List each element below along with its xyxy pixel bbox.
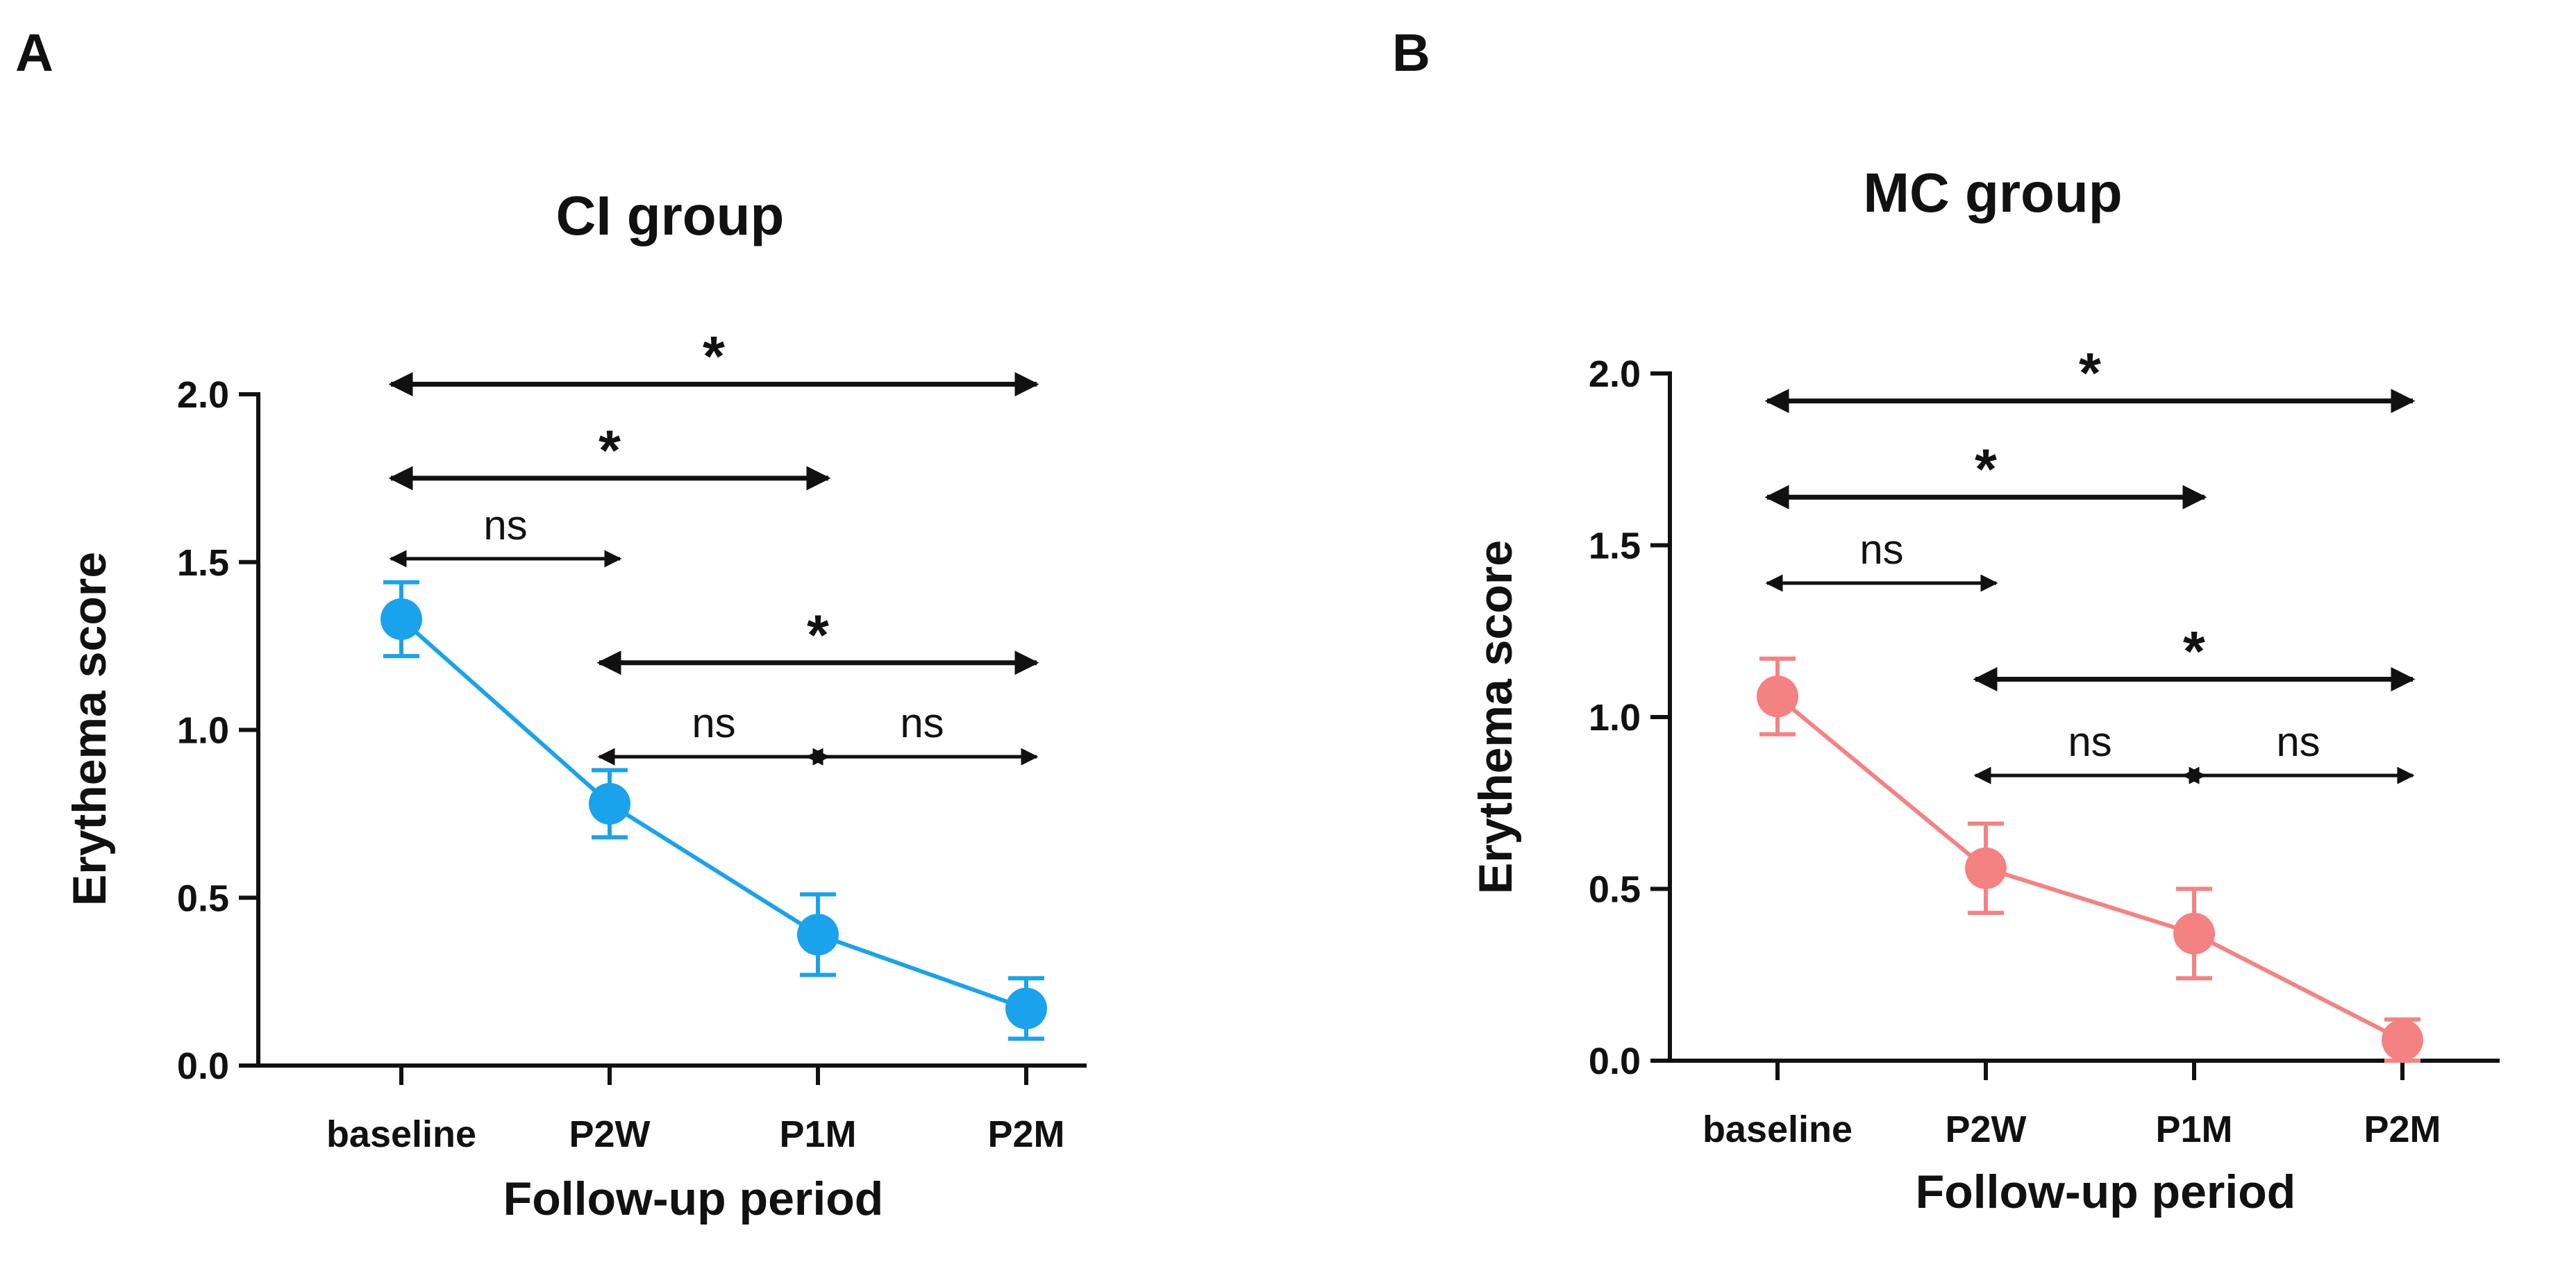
chart-b-svg: B MC group 0.0 0.5 1.0 1.5 2.0 baseline P2W P1M P2… xyxy=(1392,24,2500,1218)
significance-ns: ns xyxy=(900,700,944,746)
y-tick-label: 1.5 xyxy=(177,542,229,584)
x-tick-label: P2W xyxy=(1945,1109,2026,1150)
significance-ns: ns xyxy=(483,502,527,548)
y-tick-label: 1.0 xyxy=(177,710,229,752)
y-tick-label: 2.0 xyxy=(1589,353,1641,395)
x-tick-label: P1M xyxy=(779,1113,856,1155)
chart-panel-a: A CI group 0.0 0.5 1.0 1.5 2.0 baseline P2W P1M P2… xyxy=(15,24,1087,1225)
chart-title: MC group xyxy=(1863,162,2122,224)
y-tick-label: 2.0 xyxy=(177,374,229,416)
significance-star: * xyxy=(703,325,725,388)
data-point xyxy=(1005,987,1047,1029)
x-tick-label: P2M xyxy=(987,1113,1064,1155)
data-point xyxy=(797,914,839,956)
significance-star: * xyxy=(1975,438,1997,501)
x-tick-label: baseline xyxy=(326,1113,476,1155)
panel-letter: A xyxy=(15,24,53,83)
series-line xyxy=(1776,694,2404,1042)
chart-a-svg: A CI group 0.0 0.5 1.0 1.5 2.0 baseline P2W P1M P2… xyxy=(15,24,1087,1225)
x-tick-label: P2W xyxy=(569,1113,650,1155)
data-point xyxy=(1965,847,2007,889)
y-tick-label: 1.5 xyxy=(1589,525,1641,567)
y-tick-label: 0.5 xyxy=(1589,869,1641,911)
significance-star: * xyxy=(2183,621,2205,684)
y-tick-label: 0.0 xyxy=(1589,1041,1641,1082)
significance-ns: ns xyxy=(692,700,735,746)
significance-ns: ns xyxy=(2068,718,2111,765)
y-axis-label: Erythema score xyxy=(63,552,116,906)
data-point xyxy=(589,782,630,825)
data-point xyxy=(1757,675,1798,718)
significance-ns: ns xyxy=(2276,718,2320,765)
series-line xyxy=(400,617,1028,1011)
data-point xyxy=(2173,912,2215,954)
significance-star: * xyxy=(807,604,829,667)
significance-star: * xyxy=(2079,342,2101,405)
data-point xyxy=(2382,1019,2423,1061)
x-tick-label: P2M xyxy=(2364,1109,2441,1150)
y-tick-label: 0.0 xyxy=(177,1045,229,1087)
chart-title: CI group xyxy=(556,185,785,246)
y-tick-label: 0.5 xyxy=(177,877,229,919)
significance-ns: ns xyxy=(1859,526,1903,573)
significance-star: * xyxy=(599,419,621,482)
x-axis-label: Follow-up period xyxy=(503,1172,884,1225)
x-tick-label: baseline xyxy=(1703,1109,1852,1150)
x-axis-label: Follow-up period xyxy=(1916,1166,2296,1218)
y-axis-label: Erythema score xyxy=(1469,540,1522,894)
panel-letter: B xyxy=(1392,24,1430,83)
chart-panel-b: B MC group 0.0 0.5 1.0 1.5 2.0 baseline P2W P1M P2… xyxy=(1288,0,2576,1262)
x-tick-label: P1M xyxy=(2155,1109,2232,1150)
y-tick-label: 1.0 xyxy=(1589,697,1641,739)
data-point xyxy=(380,598,422,640)
